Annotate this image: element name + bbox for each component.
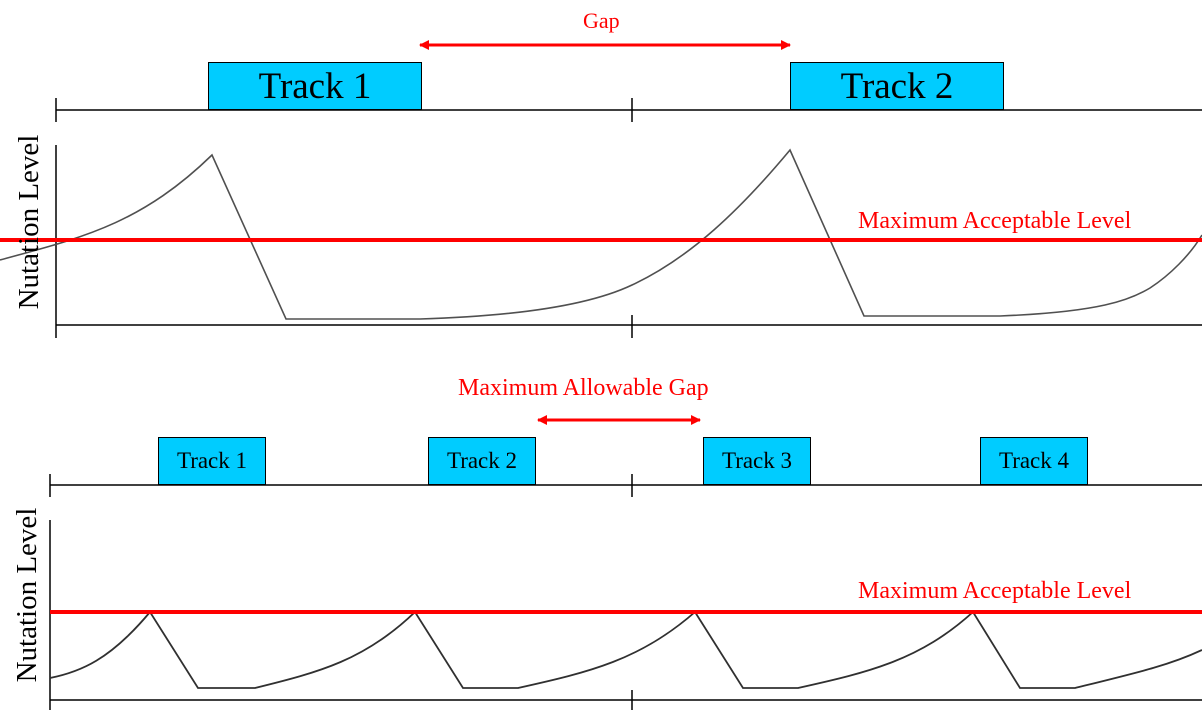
bottom-gap-label: Maximum Allowable Gap — [458, 375, 709, 401]
top-track-2-box: Track 2 — [790, 62, 1004, 110]
bottom-nutation-curve — [49, 610, 1202, 689]
bottom-track-4-box: Track 4 — [980, 437, 1088, 485]
bottom-y-axis-label: Nutation Level — [11, 507, 43, 683]
bottom-track-1-box: Track 1 — [158, 437, 266, 485]
top-track-1-box: Track 1 — [208, 62, 422, 110]
top-panel — [0, 40, 1202, 338]
top-threshold-label: Maximum Acceptable Level — [858, 208, 1132, 234]
top-gap-label: Gap — [583, 8, 620, 33]
bottom-track-3-box: Track 3 — [703, 437, 811, 485]
top-y-axis-label: Nutation Level — [13, 134, 45, 310]
top-nutation-curve — [0, 148, 1202, 320]
bottom-panel — [49, 415, 1202, 710]
bottom-threshold-label: Maximum Acceptable Level — [858, 578, 1132, 604]
bottom-track-2-box: Track 2 — [428, 437, 536, 485]
